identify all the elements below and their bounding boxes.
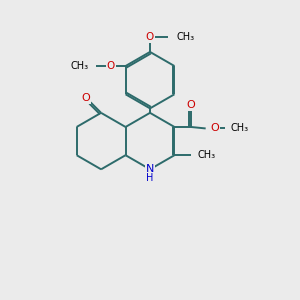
Text: H: H [146, 173, 154, 183]
Text: O: O [210, 124, 219, 134]
Text: CH₃: CH₃ [197, 150, 215, 160]
Text: O: O [82, 93, 91, 103]
Text: O: O [146, 32, 154, 42]
Text: O: O [106, 61, 115, 71]
Text: CH₃: CH₃ [177, 32, 195, 42]
Text: N: N [146, 164, 154, 174]
Text: O: O [186, 100, 195, 110]
Text: CH₃: CH₃ [70, 61, 88, 71]
Text: CH₃: CH₃ [231, 124, 249, 134]
